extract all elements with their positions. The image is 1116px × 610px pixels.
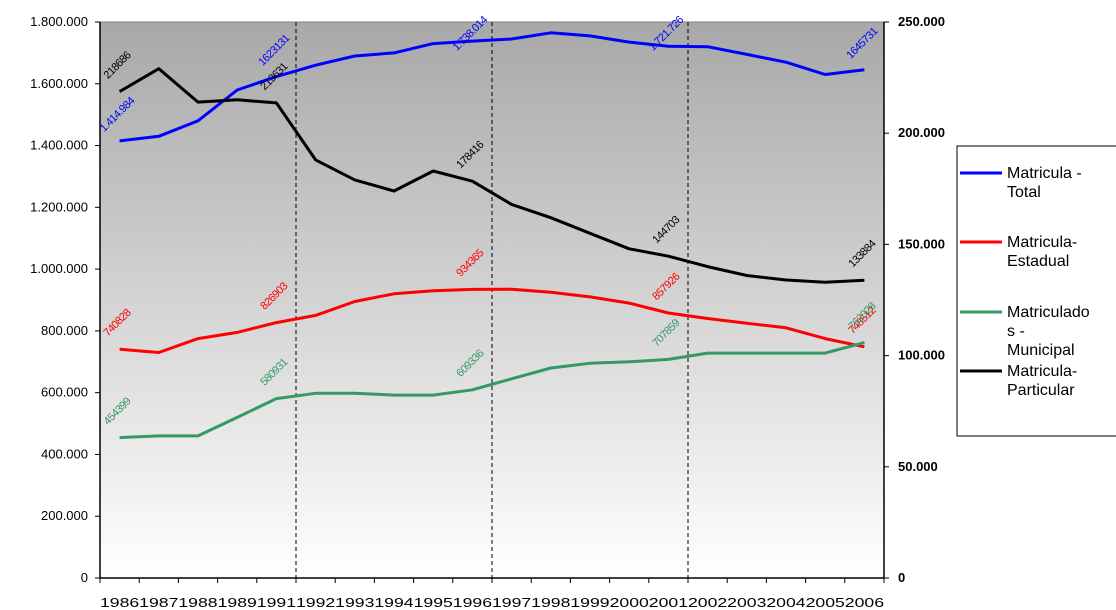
y-left-tick-label: 400.000: [41, 446, 88, 461]
legend-label: Matriculado s -Municipal: [1007, 304, 1090, 359]
x-tick-label: 1994: [374, 595, 413, 610]
x-tick-label: 2003: [727, 595, 766, 610]
series-line: [118, 67, 865, 284]
y-left-tick-label: 1.000.000: [30, 261, 88, 276]
y-left-tick-label: 0: [81, 570, 88, 585]
y-right-tick-label: 50.000: [898, 459, 938, 474]
x-tick-label: 1987: [139, 595, 178, 610]
x-tick-label: 1992: [296, 595, 335, 610]
x-tick-label: 1988: [178, 595, 217, 610]
legend-label: Matricula-Particular: [1007, 363, 1077, 399]
x-tick-label: 2002: [688, 595, 727, 610]
x-tick-label: 1991: [257, 595, 296, 610]
x-tick-label: 2005: [806, 595, 845, 610]
x-tick-label: 1993: [335, 595, 374, 610]
legend: Matricula -Total Matricula-Estadual Matric…: [956, 145, 1116, 437]
y-left-tick-label: 800.000: [41, 323, 88, 338]
series-line: [119, 31, 865, 143]
x-tick-label: 2004: [766, 595, 805, 610]
y-left-tick-label: 1.600.000: [30, 76, 88, 91]
y-left-tick-label: 1.200.000: [30, 199, 88, 214]
legend-label: Matricula-Estadual: [1007, 234, 1077, 270]
series-line: [119, 287, 865, 354]
legend-label: Matricula -Total: [1007, 165, 1082, 201]
y-right-tick-label: 200.000: [898, 125, 945, 140]
series-lines: [118, 31, 865, 440]
y-right-tick-label: 250.000: [898, 14, 945, 29]
series-line: [119, 341, 865, 440]
y-left-tick-label: 1.800.000: [30, 14, 88, 29]
legend-box: [956, 145, 1116, 437]
x-tick-label: 1989: [218, 595, 257, 610]
x-tick-label: 2000: [610, 595, 649, 610]
y-right-tick-label: 150.000: [898, 236, 945, 251]
x-tick-label: 1986: [100, 595, 139, 610]
y-left-tick-label: 600.000: [41, 385, 88, 400]
vertical-dividers: [295, 22, 689, 578]
x-tick-label: 2001: [649, 595, 688, 610]
x-tick-label: 1998: [531, 595, 570, 610]
x-tick-label: 1999: [570, 595, 609, 610]
y-right-tick-label: 100.000: [898, 348, 945, 363]
y-right-tick-label: 0: [898, 570, 905, 585]
x-tick-label: 1997: [492, 595, 531, 610]
y-left-tick-label: 1.400.000: [30, 138, 88, 153]
x-tick-label: 1995: [414, 595, 453, 610]
axes: 0 200.000 400.000 600.000 800.000 1.000.000 1.…: [30, 14, 945, 610]
x-tick-label: 1996: [453, 595, 492, 610]
y-left-tick-label: 200.000: [41, 508, 88, 523]
x-tick-label: 2006: [845, 595, 884, 610]
